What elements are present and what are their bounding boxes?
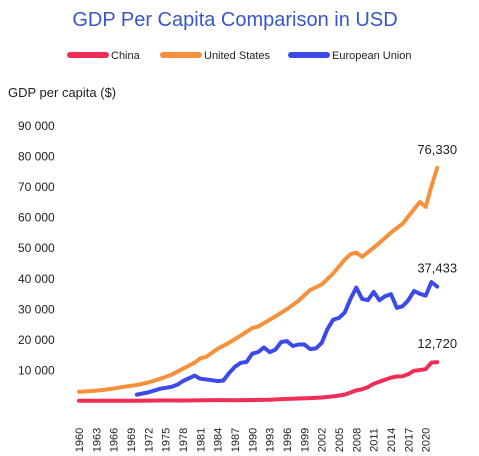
legend-swatch-european-union: [288, 52, 330, 58]
end-label-european-union: 37,433: [417, 261, 457, 276]
y-axis-ticks: 10 000 20 000 30 000 40 000 50 000 60 000 70 0…: [18, 119, 55, 377]
end-label-united-states: 76,330: [417, 142, 457, 157]
x-tick-label: 1984: [213, 428, 225, 452]
series-line-china: [77, 360, 440, 403]
x-tick-label: 1981: [195, 428, 207, 452]
x-tick-label: 2011: [369, 428, 381, 452]
y-tick-label: 80 000: [18, 150, 55, 164]
legend: China United States European Union: [67, 50, 412, 62]
x-tick-label: 2005: [334, 428, 346, 452]
x-tick-label: 1960: [74, 428, 86, 452]
series-lines: [77, 165, 440, 403]
y-tick-label: 90 000: [18, 119, 55, 133]
x-tick-label: 1972: [143, 428, 155, 452]
legend-swatch-china: [67, 52, 109, 58]
series-line-european-union: [134, 280, 440, 397]
x-tick-label: 1999: [299, 428, 311, 452]
x-tick-label: 1990: [247, 428, 259, 452]
x-tick-label: 1966: [109, 428, 121, 452]
y-tick-label: 60 000: [18, 211, 55, 225]
y-tick-label: 40 000: [18, 272, 55, 286]
y-tick-label: 70 000: [18, 180, 55, 194]
x-tick-label: 1993: [265, 428, 277, 452]
y-tick-label: 50 000: [18, 241, 55, 255]
x-tick-label: 2017: [403, 428, 415, 452]
y-tick-label: 30 000: [18, 302, 55, 316]
x-tick-label: 2020: [421, 428, 433, 452]
series-line-united-states: [77, 165, 440, 394]
y-tick-label: 20 000: [18, 333, 55, 347]
end-label-china: 12,720: [417, 336, 457, 351]
x-tick-label: 1963: [91, 428, 103, 452]
chart-title: GDP Per Capita Comparison in USD: [72, 9, 397, 31]
end-value-labels: 12,720 76,330 37,433: [417, 142, 457, 351]
x-tick-label: 1996: [282, 428, 294, 452]
x-tick-label: 2008: [351, 428, 363, 452]
legend-label-china: China: [111, 50, 141, 62]
legend-label-united-states: United States: [204, 50, 271, 62]
y-axis-title: GDP per capita ($): [8, 85, 116, 100]
x-axis-ticks: 1960 1963 1966 1969 1972 1975 1978 1981 1984 1987…: [74, 428, 433, 452]
legend-swatch-united-states: [160, 52, 202, 58]
x-tick-label: 2014: [386, 428, 398, 452]
legend-label-european-union: European Union: [332, 50, 412, 62]
x-tick-label: 1987: [230, 428, 242, 452]
x-tick-label: 1975: [161, 428, 173, 452]
x-tick-label: 2002: [317, 428, 329, 452]
x-tick-label: 1969: [126, 428, 138, 452]
x-tick-label: 1978: [178, 428, 190, 452]
y-tick-label: 10 000: [18, 363, 55, 377]
